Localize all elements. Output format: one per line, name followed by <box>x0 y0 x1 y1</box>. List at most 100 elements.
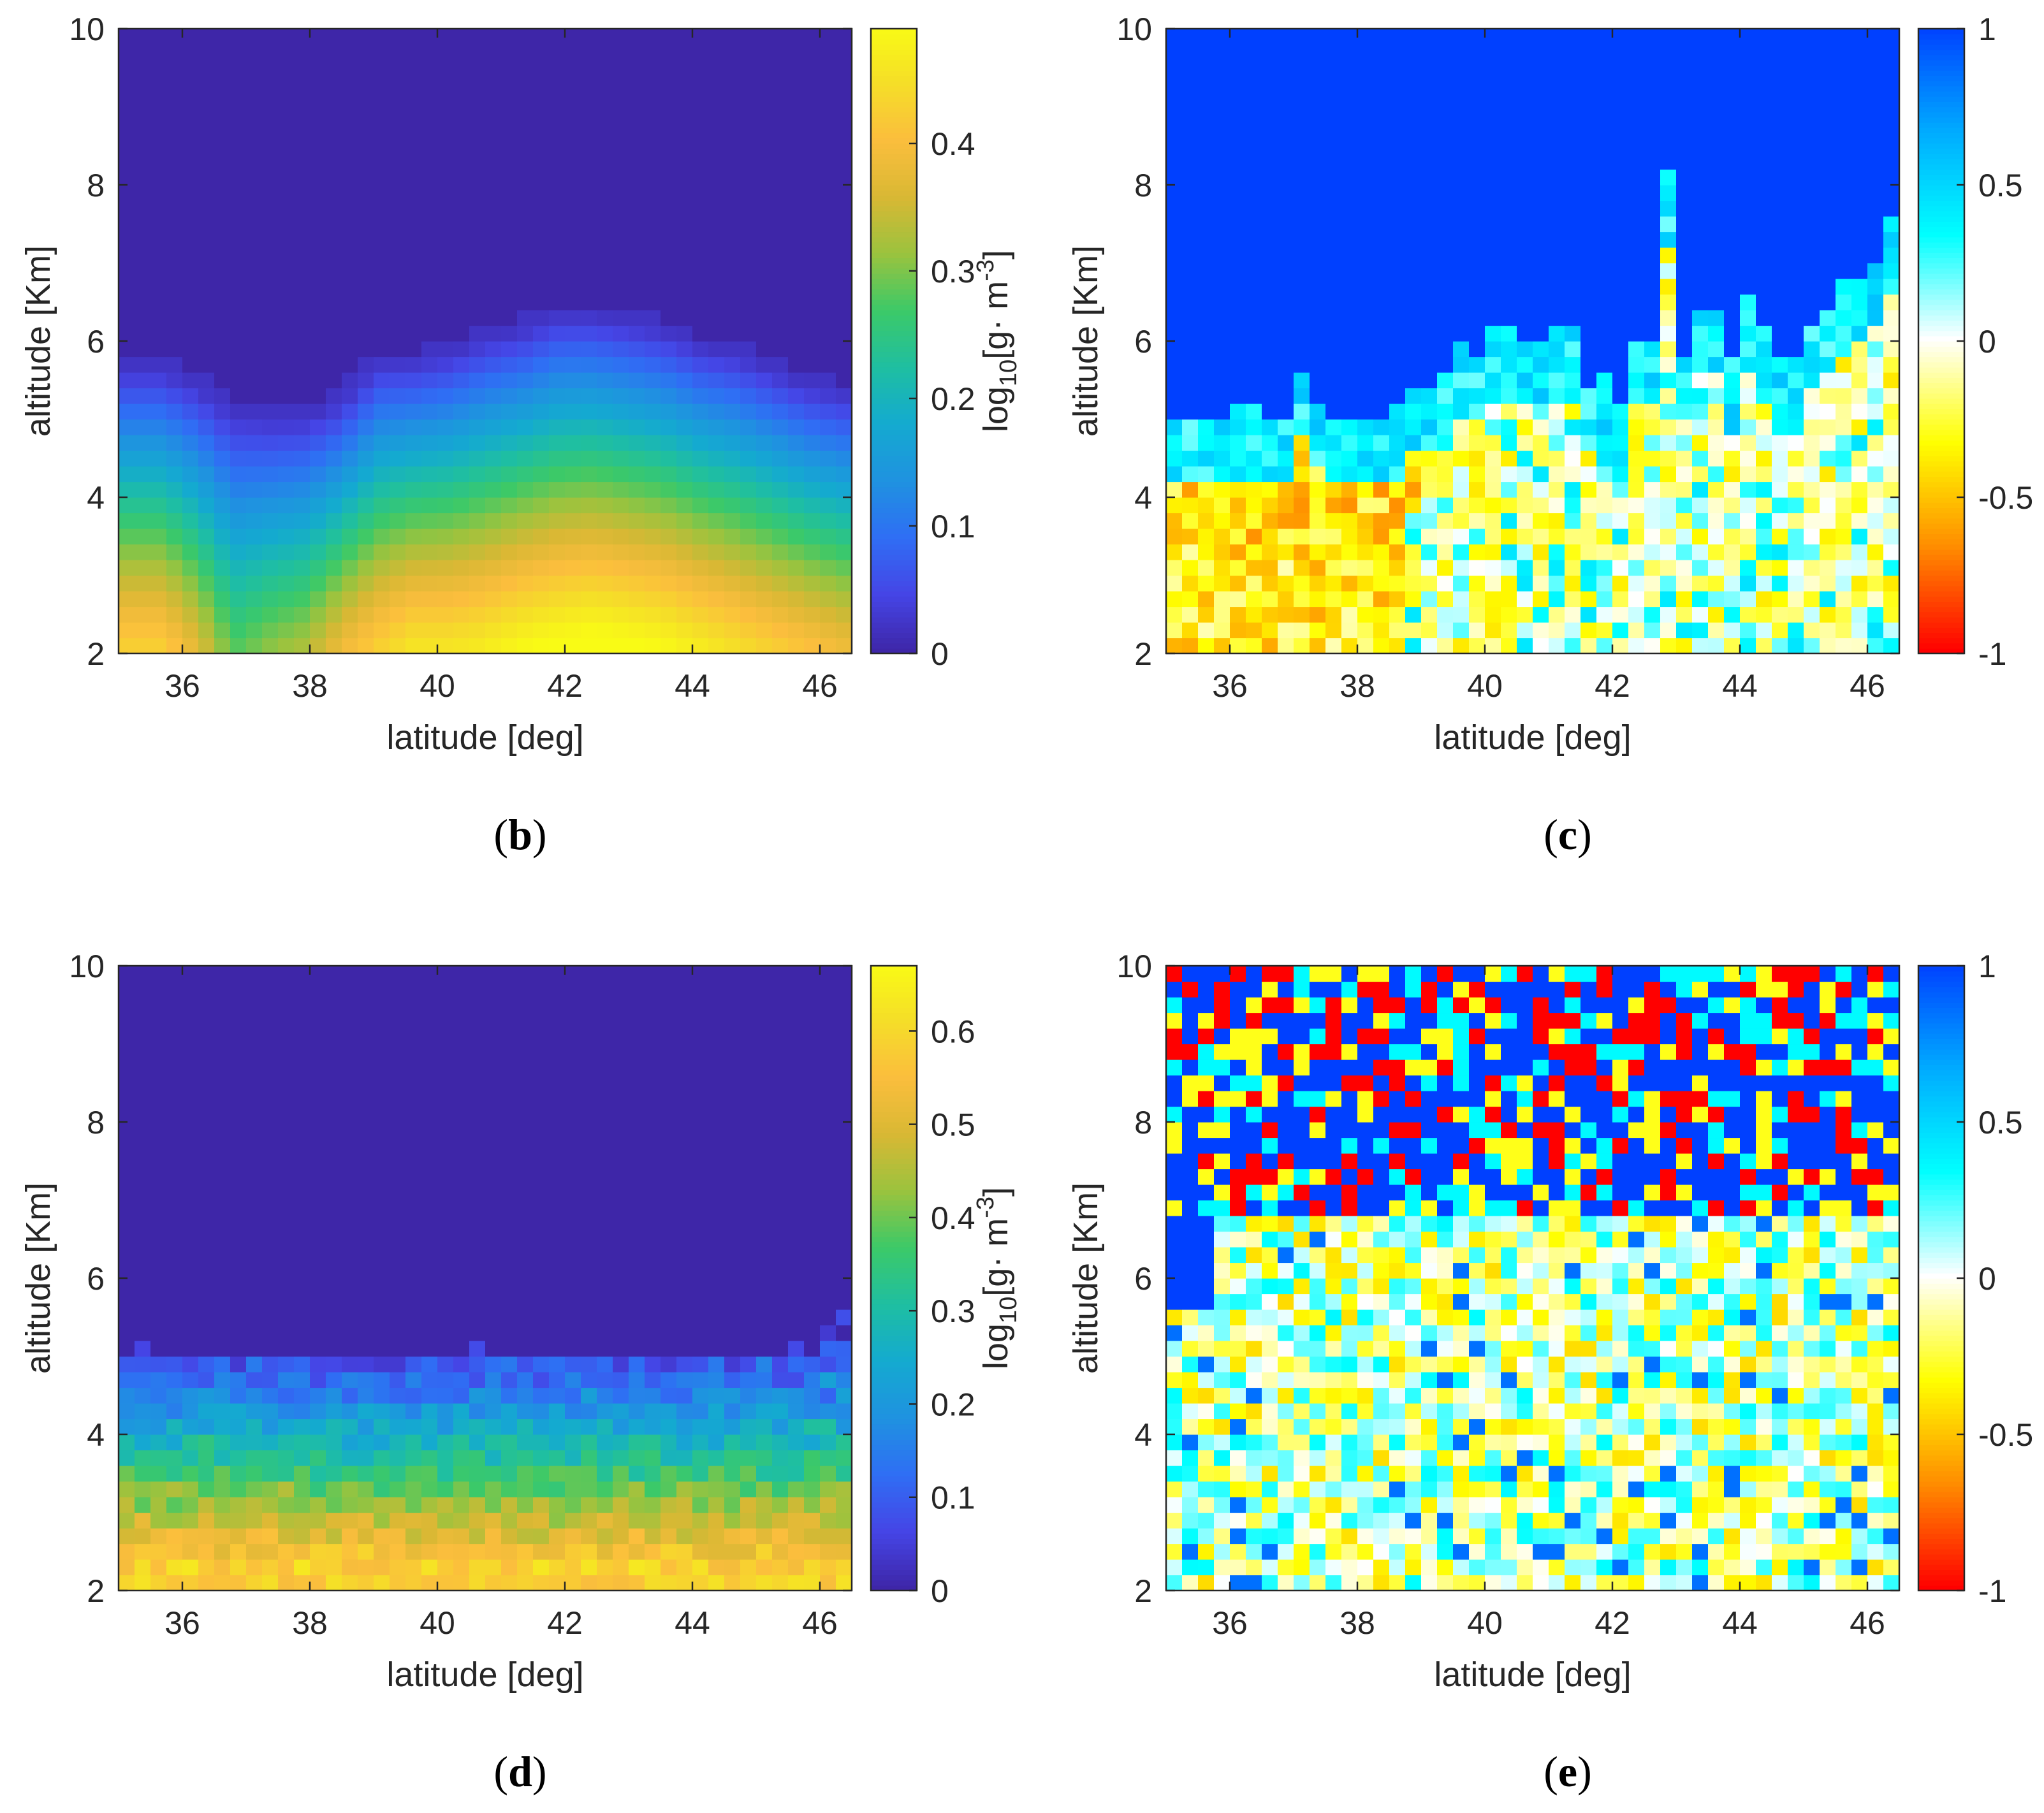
heatmap-cell <box>150 466 167 483</box>
heatmap-cell <box>278 466 295 483</box>
heatmap-cell <box>262 279 279 295</box>
heatmap-cell <box>294 966 310 982</box>
heatmap-cell <box>262 544 279 560</box>
heatmap-cell <box>453 1356 470 1372</box>
heatmap-cell <box>788 325 805 342</box>
heatmap-cell <box>1883 466 1900 483</box>
heatmap-cell <box>1453 372 1470 389</box>
heatmap-cell <box>1596 169 1613 186</box>
heatmap-cell <box>1373 231 1390 248</box>
heatmap-cell <box>1692 75 1709 92</box>
heatmap-cell <box>1501 75 1517 92</box>
heatmap-cell <box>1389 122 1406 139</box>
heatmap-cell <box>1485 466 1501 483</box>
heatmap-cell <box>581 466 597 483</box>
heatmap-cell <box>629 325 645 342</box>
heatmap-cell <box>1596 466 1613 483</box>
heatmap-cell <box>1724 216 1741 233</box>
heatmap-cell <box>517 106 534 123</box>
heatmap-cell <box>374 44 390 61</box>
heatmap-cell <box>788 466 805 483</box>
heatmap-cell <box>390 1356 406 1372</box>
heatmap-cell <box>182 1184 199 1201</box>
heatmap-cell <box>533 216 550 233</box>
heatmap-cell <box>1230 294 1246 310</box>
heatmap-cell <box>374 1075 390 1091</box>
heatmap-cell <box>1533 341 1549 358</box>
heatmap-cell <box>310 1372 326 1388</box>
heatmap-cell <box>1246 356 1262 373</box>
heatmap-cell <box>1644 279 1661 295</box>
heatmap-cell <box>1230 279 1246 295</box>
heatmap-cell <box>1437 44 1454 61</box>
heatmap-cell <box>1198 138 1215 154</box>
heatmap-cell <box>1533 122 1549 139</box>
heatmap-cell <box>1708 138 1725 154</box>
heatmap-cell <box>374 1028 390 1045</box>
heatmap-cell <box>294 91 310 108</box>
heatmap-cell <box>692 560 709 576</box>
heatmap-cell <box>1644 404 1661 420</box>
heatmap-cell <box>262 44 279 61</box>
heatmap-cell <box>1517 106 1533 123</box>
heatmap-cell <box>246 372 263 389</box>
heatmap-cell <box>326 325 342 342</box>
heatmap-cell <box>1580 106 1597 123</box>
heatmap-cell <box>421 1091 438 1107</box>
heatmap-cell <box>740 622 757 639</box>
heatmap-cell <box>692 44 709 61</box>
heatmap-cell <box>533 544 550 560</box>
heatmap-cell <box>629 154 645 170</box>
heatmap-cell <box>820 591 836 608</box>
heatmap-cell <box>1389 216 1406 233</box>
heatmap-cell <box>310 325 326 342</box>
heatmap-cell <box>1437 544 1454 560</box>
heatmap-cell <box>1182 637 1199 654</box>
heatmap-cell <box>1533 388 1549 404</box>
heatmap-cell <box>214 325 231 342</box>
heatmap-cell <box>390 1262 406 1279</box>
heatmap-cell <box>1469 388 1486 404</box>
heatmap-cell <box>214 513 231 529</box>
heatmap-cell <box>150 419 167 435</box>
heatmap-cell <box>501 154 518 170</box>
heatmap-cell <box>1501 294 1517 310</box>
heatmap-cell <box>1612 435 1629 451</box>
heatmap-cell <box>1580 29 1597 45</box>
heatmap-cell <box>485 1137 502 1154</box>
heatmap-cell <box>230 466 247 483</box>
colorbar-swatch <box>871 534 917 540</box>
heatmap-cell <box>756 481 773 498</box>
heatmap-cell <box>135 591 151 608</box>
heatmap-cell <box>437 1528 454 1545</box>
y-tick-label: 4 <box>87 480 105 516</box>
heatmap-cell <box>708 44 725 61</box>
heatmap-cell <box>1628 606 1645 623</box>
heatmap-cell <box>135 1293 151 1310</box>
heatmap-cell <box>119 60 135 76</box>
heatmap-cell <box>1644 154 1661 170</box>
heatmap-cell <box>198 106 215 123</box>
heatmap-cell <box>214 356 231 373</box>
heatmap-cell <box>262 1325 279 1341</box>
heatmap-cell <box>788 279 805 295</box>
heatmap-cell <box>1517 247 1533 264</box>
heatmap-cell <box>1246 497 1262 514</box>
colorbar-swatch <box>871 513 917 519</box>
heatmap-cell <box>1867 154 1884 170</box>
heatmap-cell <box>1341 75 1358 92</box>
heatmap-cell <box>166 341 183 358</box>
heatmap-cell <box>581 279 597 295</box>
heatmap-cell <box>1230 200 1246 217</box>
heatmap-cell <box>1580 75 1597 92</box>
heatmap-cell <box>214 544 231 560</box>
colorbar-c: -1-0.500.51 <box>1917 11 2033 672</box>
heatmap-cell <box>1628 341 1645 358</box>
heatmap-cell <box>1357 513 1374 529</box>
heatmap-cell <box>1756 310 1772 326</box>
heatmap-cell <box>310 1466 326 1482</box>
heatmap-cell <box>278 1059 295 1076</box>
heatmap-cell <box>1389 29 1406 45</box>
heatmap-cell <box>405 1497 422 1513</box>
heatmap-cell <box>278 1559 295 1576</box>
